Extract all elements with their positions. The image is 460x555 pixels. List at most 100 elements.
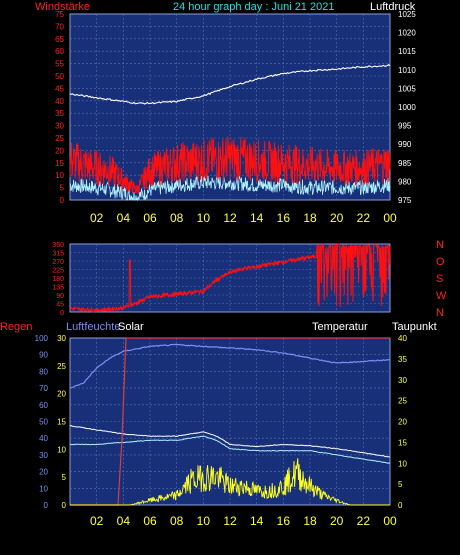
dir-left-tick-label: 315 — [52, 251, 64, 258]
panel1-tick-labels: 0510152025303540455055606570759759809859… — [55, 10, 416, 225]
left-tick-label: 25 — [55, 134, 64, 143]
rain-tick-label: 0 — [62, 501, 67, 510]
panel-wind-pressure: 0510152025303540455055606570759759809859… — [35, 1, 416, 225]
x-tick-label: 10 — [197, 211, 211, 225]
right-tick-label: 1025 — [398, 10, 416, 19]
temp-tick-label: 10 — [398, 459, 407, 468]
right-tick-label: 985 — [398, 159, 412, 168]
panel2-grid — [70, 244, 390, 312]
panel-humidity-temperature: 0102030405060708090100051015202530051015… — [0, 321, 437, 528]
dir-right-tick-label: S — [436, 273, 443, 285]
x-tick-label-bottom: 04 — [117, 514, 131, 528]
temp-tick-label: 40 — [398, 334, 407, 343]
x-tick-label-bottom: 14 — [250, 514, 264, 528]
left-tick-label: 60 — [55, 47, 64, 56]
right-tick-label: 1020 — [398, 29, 416, 38]
rain-tick-label: 15 — [57, 418, 66, 427]
x-tick-label: 20 — [330, 211, 344, 225]
x-tick-label: 00 — [383, 211, 397, 225]
x-tick-label-bottom: 00 — [383, 514, 397, 528]
humidity-tick-label: 60 — [39, 401, 48, 410]
left-tick-label: 10 — [55, 171, 64, 180]
x-tick-label: 04 — [117, 211, 131, 225]
x-tick-label: 12 — [223, 211, 237, 225]
pressure-line — [69, 64, 391, 105]
humidity-tick-label: 0 — [44, 501, 49, 510]
x-tick-label-bottom: 06 — [143, 514, 157, 528]
x-tick-label-bottom: 18 — [303, 514, 317, 528]
x-tick-label-bottom: 22 — [357, 514, 371, 528]
temp-tick-label: 5 — [398, 480, 403, 489]
rain-tick-label: 30 — [57, 334, 66, 343]
dir-left-tick-label: 0 — [60, 310, 64, 317]
x-tick-label: 14 — [250, 211, 264, 225]
wind-gust-line — [69, 175, 391, 202]
left-tick-label: 55 — [55, 60, 64, 69]
panel3-series — [69, 337, 391, 506]
temp-tick-label: 30 — [398, 376, 407, 385]
humidity-tick-label: 50 — [39, 418, 48, 427]
x-tick-label-bottom: 08 — [170, 514, 184, 528]
left-tick-label: 65 — [55, 35, 64, 44]
dir-right-tick-label: O — [436, 256, 445, 268]
rain-tick-label: 10 — [57, 445, 66, 454]
right-tick-label: 995 — [398, 122, 412, 131]
temp-tick-label: 25 — [398, 397, 407, 406]
dir-left-tick-label: 360 — [52, 242, 64, 249]
left-tick-label: 50 — [55, 72, 64, 81]
dewpoint-line — [69, 435, 391, 464]
rain-tick-label: 5 — [62, 473, 67, 482]
temperature-line — [69, 425, 391, 458]
solar-line — [70, 458, 390, 506]
x-tick-label: 06 — [143, 211, 157, 225]
panel1-series — [69, 64, 391, 202]
humidity-line — [69, 343, 391, 389]
x-tick-label: 16 — [277, 211, 291, 225]
right-tick-label: 1000 — [398, 103, 416, 112]
right-axis-label-pressure: Luftdruck — [370, 1, 416, 13]
left-tick-label: 20 — [55, 146, 64, 155]
left-tick-label: 30 — [55, 122, 64, 131]
x-tick-label-bottom: 20 — [330, 514, 344, 528]
dir-right-tick-label: W — [436, 290, 447, 302]
panel2-series — [69, 242, 391, 314]
dir-left-tick-label: 90 — [56, 293, 64, 300]
dir-left-tick-label: 180 — [52, 276, 64, 283]
right-tick-label: 990 — [398, 140, 412, 149]
dir-left-tick-label: 225 — [52, 268, 64, 275]
x-tick-label: 18 — [303, 211, 317, 225]
humidity-tick-label: 80 — [39, 367, 48, 376]
wind-direction-line — [69, 242, 391, 314]
left-tick-label: 45 — [55, 84, 64, 93]
humidity-tick-label: 100 — [35, 334, 49, 343]
temp-tick-label: 15 — [398, 438, 407, 447]
label-humidity: Luftfeuchte — [66, 321, 120, 333]
label-dewpoint: Taupunkt — [392, 321, 437, 333]
wind-speed-line — [69, 136, 391, 194]
chart-title: 24 hour graph day : Juni 21 2021 — [173, 1, 334, 13]
x-tick-label: 22 — [357, 211, 371, 225]
x-tick-label-bottom: 02 — [90, 514, 104, 528]
left-tick-label: 75 — [55, 10, 64, 19]
left-tick-label: 15 — [55, 159, 64, 168]
left-tick-label: 0 — [60, 196, 65, 205]
dir-left-tick-label: 270 — [52, 259, 64, 266]
panel3-grid — [70, 338, 390, 505]
x-tick-label-bottom: 10 — [197, 514, 211, 528]
temp-tick-label: 0 — [398, 501, 403, 510]
label-solar: Solar — [118, 321, 144, 333]
x-tick-label: 08 — [170, 211, 184, 225]
rain-tick-label: 20 — [57, 390, 66, 399]
x-tick-label: 02 — [90, 211, 104, 225]
humidity-tick-label: 10 — [39, 484, 48, 493]
label-temperature: Temperatur — [312, 321, 368, 333]
x-tick-label-bottom: 12 — [223, 514, 237, 528]
left-axis-label-wind: Windstärke — [35, 1, 90, 13]
right-tick-label: 1005 — [398, 84, 416, 93]
left-tick-label: 40 — [55, 97, 64, 106]
temp-tick-label: 20 — [398, 418, 407, 427]
humidity-tick-label: 40 — [39, 434, 48, 443]
right-tick-label: 1010 — [398, 66, 416, 75]
